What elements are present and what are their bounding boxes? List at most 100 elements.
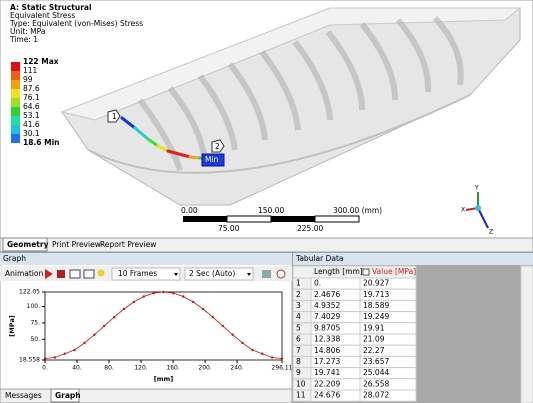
data-point: [241, 341, 244, 345]
toolbar-label[interactable]: 10 Frames: [118, 269, 157, 278]
x-tick-label: 0.: [42, 365, 48, 372]
row-number: 2: [296, 290, 301, 299]
row-number: 4: [296, 312, 301, 321]
toolbar-icon[interactable]: [97, 269, 105, 277]
y-tick-label: 100.: [27, 303, 40, 310]
data-point: [172, 291, 175, 295]
cell-value: 12.338: [314, 335, 340, 344]
cell-value: 19.713: [363, 290, 389, 299]
play-button[interactable]: [45, 269, 53, 279]
legend-label: 76.1: [23, 93, 40, 102]
cell-value: 19.741: [314, 368, 340, 377]
tab-label[interactable]: Graph: [55, 391, 81, 400]
legend-label: 111: [23, 66, 38, 75]
x-tick-label: 40.: [72, 365, 82, 372]
legend-label: 122 Max: [23, 57, 59, 66]
cell: [359, 389, 417, 402]
cell-value: 17.273: [314, 357, 340, 366]
data-point: [43, 357, 47, 360]
tab-label[interactable]: Report Preview: [100, 240, 156, 249]
x-tick-label: 160.: [166, 365, 179, 372]
cell-value: 24.676: [314, 391, 340, 400]
legend-label: 53.1: [23, 111, 40, 120]
cell-value: 4.9352: [314, 301, 340, 310]
y-tick-label: 50.: [30, 336, 40, 343]
speed-dropdown[interactable]: [184, 267, 254, 281]
data-point: [280, 357, 284, 360]
dropdown-arrow[interactable]: [247, 273, 251, 276]
row-number: 7: [296, 346, 301, 355]
cell-value: 14.806: [314, 346, 340, 355]
data-point: [182, 295, 185, 298]
toolbar-icon[interactable]: [262, 270, 271, 278]
row-number: 10: [296, 379, 306, 388]
x-axis-label: [mm]: [154, 375, 174, 383]
toolbar-icon[interactable]: [69, 269, 81, 279]
result-info: Time: 1: [9, 35, 38, 44]
tab-label[interactable]: Print Preview: [52, 240, 101, 249]
scale-label: 300.00 (mm): [333, 206, 382, 215]
data-point: [112, 315, 116, 319]
stop-button[interactable]: [57, 270, 65, 278]
legend-label: 87.6: [23, 84, 40, 93]
row-number: 9: [296, 368, 301, 377]
cell-value: 19.91: [363, 323, 385, 332]
plot-area: [44, 291, 283, 361]
scrollbar[interactable]: [520, 265, 533, 403]
cell-value: 26.558: [363, 379, 389, 388]
legend-swatch: [11, 71, 20, 80]
cell-value: 18.589: [363, 301, 389, 310]
data-point: [53, 356, 57, 359]
probe-callout: [211, 139, 225, 153]
data-point: [261, 352, 264, 355]
cell-value: 0.: [314, 279, 321, 288]
row-number: 5: [296, 323, 301, 332]
x-tick-label: 80.: [104, 365, 114, 372]
model: [60, 7, 522, 206]
cell-value: 22.209: [314, 379, 340, 388]
legend-swatch: [11, 80, 20, 89]
tab[interactable]: [2, 237, 48, 252]
cell-value: 25.044: [363, 368, 389, 377]
tab-label[interactable]: Geometry: [7, 240, 49, 249]
data-point: [93, 333, 96, 336]
tab-label[interactable]: Messages: [5, 391, 42, 400]
cell-value: 19.249: [363, 312, 389, 321]
data-point: [162, 290, 165, 294]
tab[interactable]: [50, 388, 80, 403]
probe-label: 2: [215, 142, 220, 151]
legend-swatch: [11, 134, 20, 143]
data-point: [73, 348, 76, 352]
data-point: [191, 300, 195, 304]
legend-label: 99: [23, 75, 33, 84]
toolbar-label: Animation: [5, 269, 43, 278]
min-callout: [201, 153, 225, 167]
panel-title: Tabular Data: [295, 254, 344, 263]
toolbar-icon[interactable]: [276, 269, 286, 279]
legend-swatch: [11, 107, 20, 116]
data-point: [63, 352, 66, 355]
scale-label: 150.00: [258, 206, 284, 215]
cell-value: 9.8705: [314, 323, 340, 332]
legend-swatch: [11, 62, 20, 71]
data-point: [211, 315, 215, 319]
y-tick-label: 75.: [30, 319, 40, 326]
legend-label: 18.6 Min: [23, 138, 60, 147]
toolbar-label[interactable]: 2 Sec (Auto): [189, 269, 235, 278]
cell-value: 23.657: [363, 357, 389, 366]
checkbox[interactable]: [362, 268, 370, 276]
cell-value: 2.4676: [314, 290, 340, 299]
result-info: Type: Equivalent (von-Mises) Stress: [9, 19, 143, 28]
data-point: [201, 307, 205, 311]
data-point: [221, 324, 224, 328]
result-info: Unit: MPa: [10, 27, 45, 36]
panel-titlebar: [0, 253, 292, 265]
scale-label: 0.00: [181, 206, 198, 215]
frames-dropdown[interactable]: [111, 267, 181, 281]
toolbar-icon[interactable]: [83, 269, 95, 279]
dropdown-arrow[interactable]: [174, 273, 178, 276]
y-tick-label: 122.05: [19, 289, 40, 296]
data-point: [83, 341, 86, 345]
column-header: Length [mm]: [314, 267, 363, 276]
